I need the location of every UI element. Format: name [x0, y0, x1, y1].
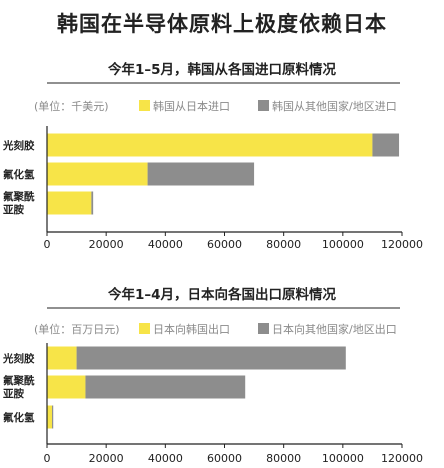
category-label: 亚胺	[3, 203, 24, 216]
bar-segment	[52, 405, 54, 429]
legend-entry: 日本向其他国家/地区出口	[272, 322, 397, 336]
chart-title: 今年1–5月，韩国从各国进口原料情况	[108, 61, 337, 78]
x-tick-label: 120000	[381, 452, 423, 465]
legend-swatch	[139, 323, 150, 334]
x-tick-label: 20000	[89, 238, 124, 251]
category-label: 光刻胶	[2, 352, 35, 365]
legend: (单位：千美元) 韩国从日本进口 韩国从其他国家/地区进口	[34, 99, 397, 113]
x-tick-label: 100000	[322, 452, 364, 465]
category-label: 氟聚酰	[3, 374, 35, 387]
bar-segment	[47, 346, 77, 370]
category-label: 氟聚酰	[3, 190, 35, 203]
chart-title: 今年1–4月，日本向各国出口原料情况	[108, 286, 337, 303]
x-tick-label: 100000	[322, 238, 364, 251]
bar-segment	[47, 191, 92, 215]
bar-segment	[147, 162, 255, 186]
chart-2: 今年1–4月，日本向各国出口原料情况 (单位：百万日元) 日本向韩国出口 日本向其他国…	[2, 286, 423, 465]
x-tick-label: 60000	[207, 452, 242, 465]
legend-swatch	[139, 100, 150, 111]
unit-label: (单位：百万日元)	[34, 322, 120, 336]
unit-label: (单位：千美元)	[34, 99, 109, 113]
x-tick-label: 0	[44, 452, 51, 465]
x-tick-label: 40000	[148, 238, 183, 251]
x-tick-label: 80000	[266, 452, 301, 465]
category-label: 亚胺	[3, 387, 24, 400]
legend-entry: 韩国从其他国家/地区进口	[272, 99, 397, 113]
x-tick-label: 80000	[266, 238, 301, 251]
legend-entry: 韩国从日本进口	[153, 99, 230, 113]
legend-entry: 日本向韩国出口	[153, 322, 230, 336]
category-label: 光刻胶	[2, 139, 35, 152]
bar-segment	[47, 133, 373, 157]
bar-segment	[76, 346, 346, 370]
bar-segment	[47, 162, 148, 186]
x-tick-label: 40000	[148, 452, 183, 465]
category-label: 氟化氢	[3, 168, 35, 181]
x-tick-label: 0	[44, 238, 51, 251]
bar-segment	[47, 375, 86, 399]
legend: (单位：百万日元) 日本向韩国出口 日本向其他国家/地区出口	[34, 322, 397, 336]
x-tick-label: 60000	[207, 238, 242, 251]
legend-swatch	[258, 323, 269, 334]
x-tick-label: 20000	[89, 452, 124, 465]
bar-segment	[85, 375, 246, 399]
page-title: 韩国在半导体原料上极度依赖日本	[57, 12, 387, 36]
bar-segment	[372, 133, 400, 157]
legend-swatch	[258, 100, 269, 111]
bar-segment	[47, 405, 53, 429]
bar-segment	[91, 191, 94, 215]
x-tick-label: 120000	[381, 238, 423, 251]
category-label: 氟化氢	[3, 411, 35, 424]
chart-1: 今年1–5月，韩国从各国进口原料情况 (单位：千美元) 韩国从日本进口 韩国从其他国家…	[2, 61, 423, 251]
